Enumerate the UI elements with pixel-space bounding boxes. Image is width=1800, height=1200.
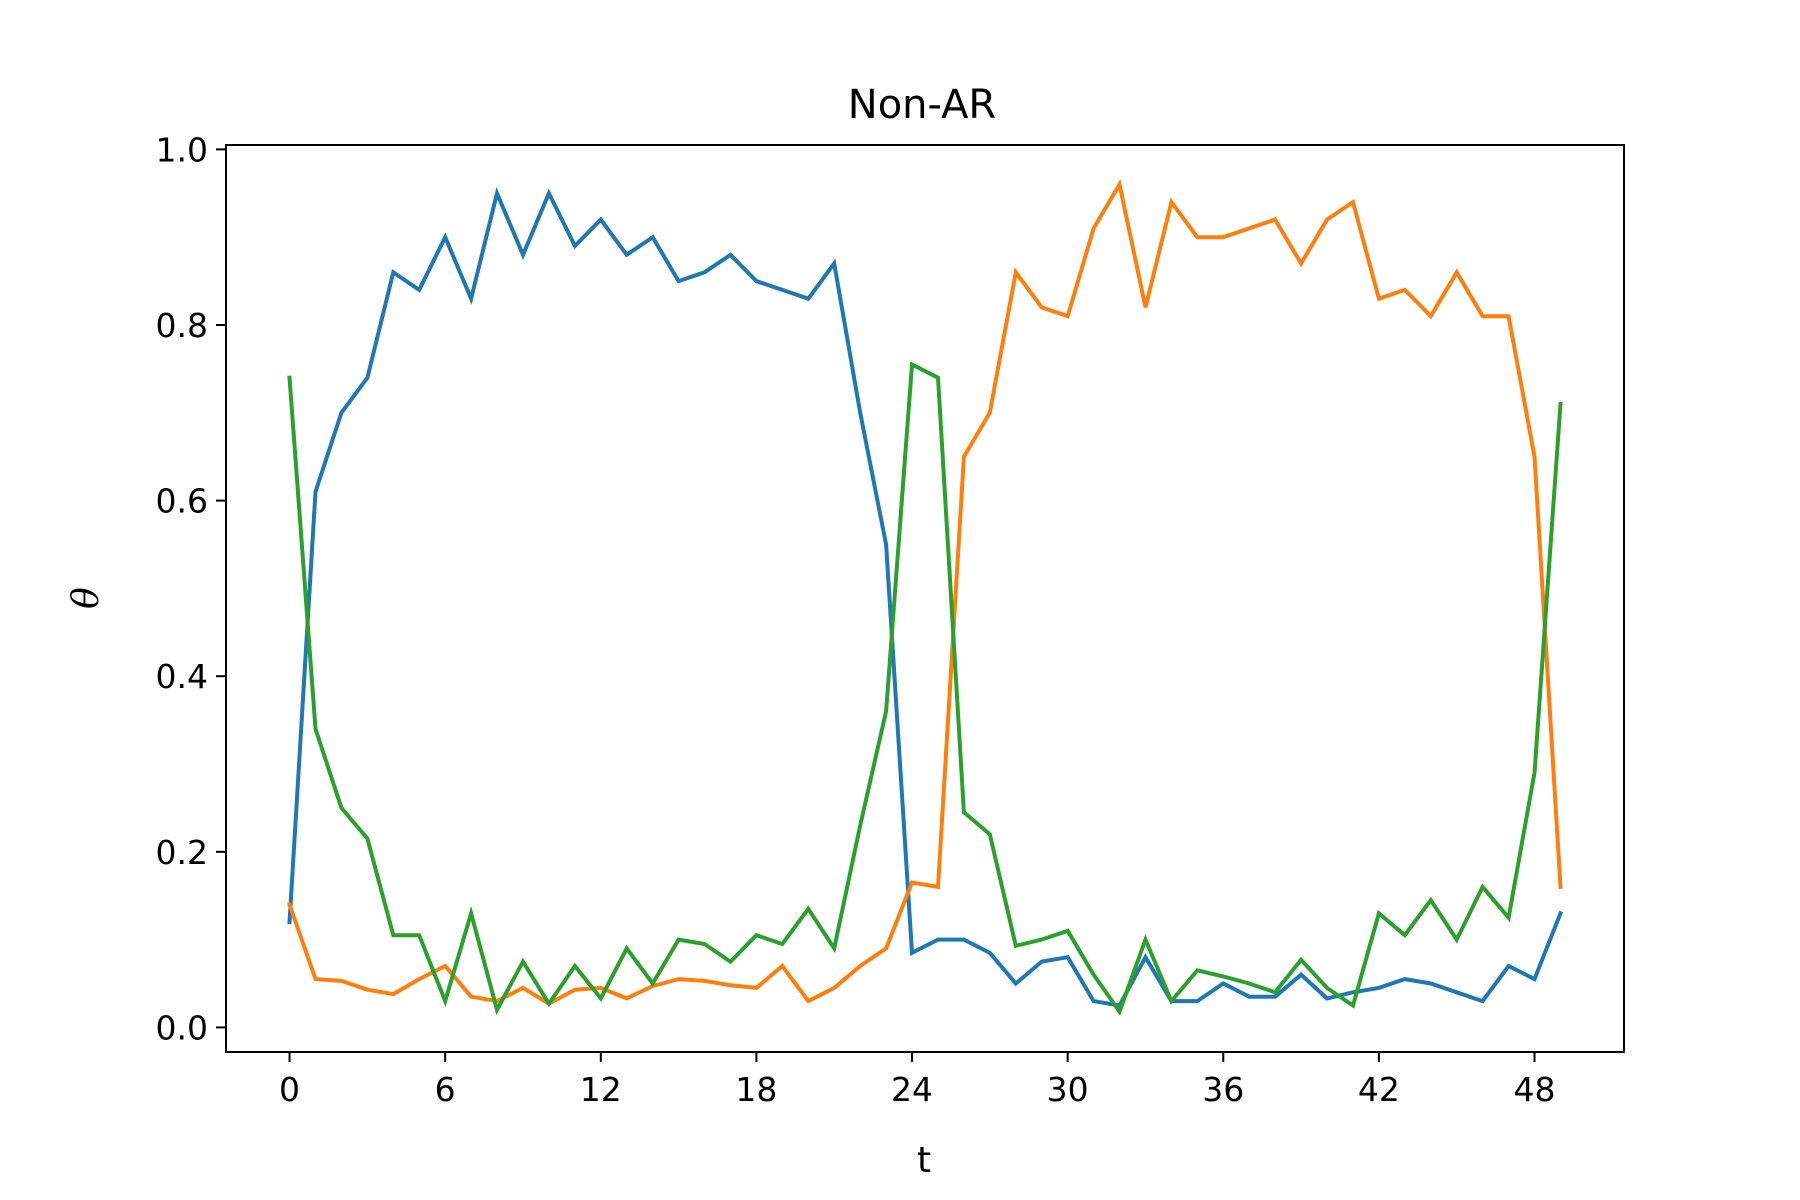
x-tick-label: 12	[580, 1070, 622, 1109]
series-line-1	[287, 186, 1564, 1008]
x-tick-label: 42	[1358, 1070, 1400, 1109]
y-tick-label: 1.0	[156, 130, 208, 169]
x-tick-label: 36	[1202, 1070, 1244, 1109]
y-tick-label: 0.2	[156, 833, 208, 872]
series-line-2	[286, 179, 1563, 1007]
x-axis: 0 6 12 18 24 30 36 42 48	[279, 1052, 1556, 1109]
x-axis-title: t	[917, 1140, 931, 1181]
x-tick-label: 6	[435, 1070, 456, 1109]
plot-frame	[225, 144, 1625, 1053]
x-tick-label: 18	[735, 1070, 777, 1109]
series-line-3	[287, 361, 1563, 1016]
y-axis: 0.0 0.2 0.4 0.6 0.8 1.0	[156, 130, 226, 1047]
y-axis-title: θ	[66, 587, 107, 609]
series-layer	[286, 179, 1564, 1016]
x-tick-label: 48	[1514, 1070, 1556, 1109]
x-tick-label: 24	[891, 1070, 933, 1109]
x-tick-label: 0	[279, 1070, 300, 1109]
y-tick-label: 0.4	[156, 657, 208, 696]
y-tick-label: 0.0	[156, 1008, 208, 1047]
y-tick-label: 0.6	[156, 482, 208, 521]
y-tick-label: 0.8	[156, 306, 208, 345]
x-tick-label: 30	[1047, 1070, 1089, 1109]
chart-title: Non-AR	[848, 82, 996, 128]
